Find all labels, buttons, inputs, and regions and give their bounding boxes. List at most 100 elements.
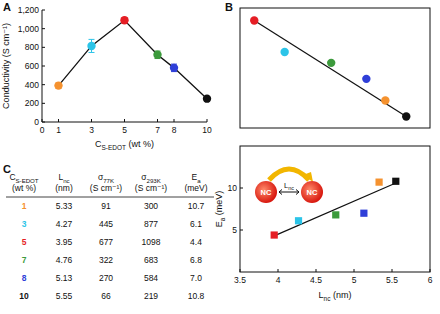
label-part: (nm) bbox=[330, 290, 351, 300]
label: (nm) bbox=[55, 183, 73, 193]
point bbox=[203, 94, 211, 102]
x-tick-label: 10 bbox=[202, 125, 212, 135]
table-cell: 4.27 bbox=[56, 219, 73, 229]
x-tick bbox=[392, 269, 393, 272]
x-tick bbox=[91, 119, 92, 122]
label: Lnc bbox=[284, 181, 294, 191]
point bbox=[271, 231, 278, 238]
x-tick-label: 1 bbox=[56, 125, 61, 135]
y-tick-label: 400 bbox=[25, 80, 39, 90]
table-cell: 322 bbox=[99, 255, 113, 265]
point bbox=[295, 217, 302, 224]
x-tick bbox=[278, 269, 279, 272]
point bbox=[392, 178, 399, 185]
point bbox=[250, 16, 258, 24]
point bbox=[375, 179, 382, 186]
table-cell: 3.95 bbox=[56, 237, 73, 247]
y-tick bbox=[42, 47, 45, 48]
x-tick bbox=[240, 269, 241, 272]
frame bbox=[240, 8, 430, 128]
point bbox=[280, 48, 288, 56]
label-part: nc bbox=[288, 185, 294, 191]
table-cell: 66 bbox=[101, 291, 111, 301]
label: (meV) bbox=[184, 183, 207, 193]
label-part: (meV) bbox=[184, 183, 207, 193]
y-tick-label: 200 bbox=[25, 98, 39, 108]
y-tick-label: 5 bbox=[232, 225, 237, 235]
line bbox=[59, 20, 208, 98]
point bbox=[87, 42, 95, 50]
x-tick-label: 4 bbox=[276, 275, 281, 285]
table-cell: 219 bbox=[144, 291, 158, 301]
label-part: S-EDOT bbox=[102, 144, 126, 151]
table-cell: 300 bbox=[144, 201, 158, 211]
y-tick-label: 1,200 bbox=[18, 5, 40, 15]
panel-title: A bbox=[3, 1, 11, 13]
label-part: (nm) bbox=[55, 183, 73, 193]
table-cell: 445 bbox=[99, 219, 113, 229]
frame bbox=[240, 146, 430, 272]
table-cell: 877 bbox=[144, 219, 158, 229]
label: (S cm⁻¹) bbox=[135, 183, 168, 193]
x-tick-label: 8 bbox=[172, 125, 177, 135]
table-cell: 10.8 bbox=[188, 291, 205, 301]
y-tick bbox=[240, 230, 243, 231]
x-tick bbox=[58, 119, 59, 122]
x-tick bbox=[124, 119, 125, 122]
label: Lnc (nm) bbox=[319, 290, 352, 302]
x-tick-label: 6 bbox=[428, 275, 433, 285]
table-cell: 5 bbox=[22, 237, 27, 247]
label: σ293K bbox=[141, 172, 161, 184]
y-tick-label: 800 bbox=[25, 42, 39, 52]
table-cell: 270 bbox=[99, 273, 113, 283]
plot bbox=[250, 16, 410, 120]
label-part: (wt %) bbox=[12, 183, 36, 193]
y-tick bbox=[42, 28, 45, 29]
table-cell: 4.76 bbox=[56, 255, 73, 265]
hop-arc bbox=[269, 169, 309, 180]
table-cell: 10.7 bbox=[188, 201, 205, 211]
y-tick-label: 1,000 bbox=[18, 24, 40, 34]
label: CS-EDOT bbox=[9, 172, 38, 184]
hop-arrowhead bbox=[303, 172, 313, 182]
point bbox=[120, 16, 128, 24]
label-part: (meV) bbox=[214, 191, 224, 218]
x-tick-label: 5 bbox=[352, 275, 357, 285]
label: Ea bbox=[191, 172, 201, 184]
y-tick bbox=[42, 103, 45, 104]
table-cell: 1098 bbox=[142, 237, 161, 247]
label-part: Conductivity (S cm⁻¹) bbox=[1, 23, 11, 109]
point bbox=[327, 59, 335, 67]
label-part: (S cm⁻¹) bbox=[135, 183, 168, 193]
y-tick bbox=[240, 188, 243, 189]
label: Conductivity (S cm⁻¹) bbox=[1, 23, 11, 109]
table-rule bbox=[6, 197, 214, 198]
x-tick-label: 3.5 bbox=[234, 275, 246, 285]
x-tick bbox=[316, 269, 317, 272]
y-tick-label: 0 bbox=[34, 117, 39, 127]
table-cell: 683 bbox=[144, 255, 158, 265]
x-tick bbox=[430, 269, 431, 272]
x-tick bbox=[174, 119, 175, 122]
x-tick bbox=[42, 119, 43, 122]
point bbox=[153, 51, 161, 59]
table-cell: 91 bbox=[101, 201, 111, 211]
y-tick bbox=[42, 10, 45, 11]
point bbox=[362, 75, 370, 83]
nanocrystal bbox=[301, 181, 323, 203]
y-tick bbox=[42, 66, 45, 67]
y-tick bbox=[42, 84, 45, 85]
point bbox=[360, 210, 367, 217]
table-cell: 584 bbox=[144, 273, 158, 283]
table-cell: 3 bbox=[22, 219, 27, 229]
table-cell: 5.55 bbox=[56, 291, 73, 301]
table-cell: 5.33 bbox=[56, 201, 73, 211]
label: Ea (meV) bbox=[214, 191, 226, 228]
y-tick-label: 10 bbox=[228, 183, 238, 193]
nanocrystal bbox=[255, 181, 277, 203]
x-tick bbox=[354, 269, 355, 272]
panel-title: B bbox=[225, 1, 233, 13]
x-tick-label: 5.5 bbox=[386, 275, 398, 285]
label: (S cm⁻¹) bbox=[90, 183, 123, 193]
inset: NCNCLnc bbox=[255, 169, 323, 203]
